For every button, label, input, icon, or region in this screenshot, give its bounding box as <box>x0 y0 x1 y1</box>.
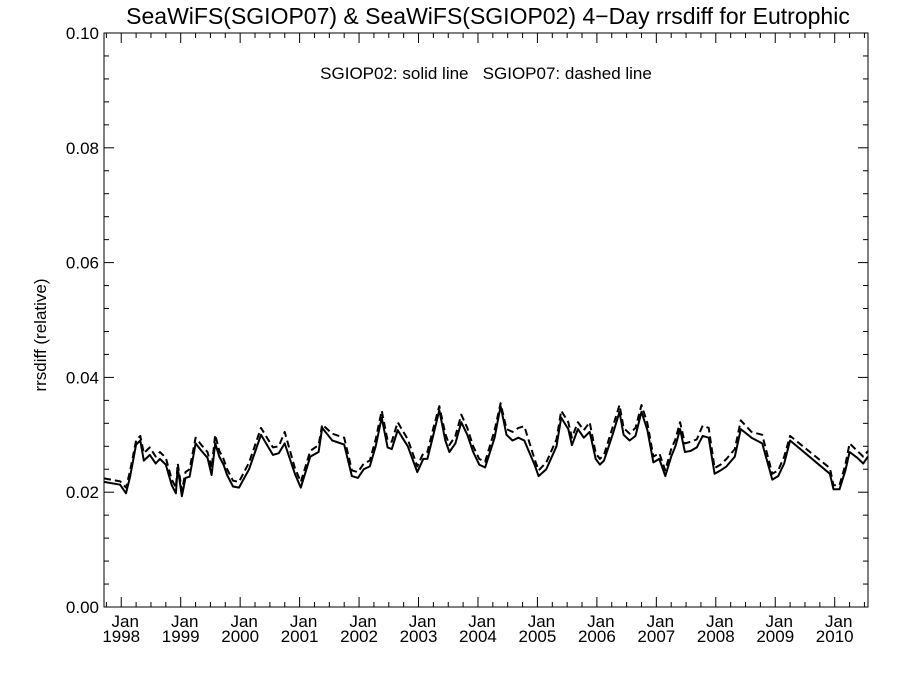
x-tick-year-label: 2006 <box>578 627 616 646</box>
y-tick-label: 0.00 <box>66 598 99 617</box>
sgiop02-solid-line <box>103 405 869 498</box>
x-tick-month-label: Jan <box>647 612 674 631</box>
x-tick-month-label: Jan <box>528 612 555 631</box>
x-axis: Jan1998Jan1999Jan2000Jan2001Jan2002Jan20… <box>102 33 865 646</box>
y-axis-label: rrsdiff (relative) <box>31 278 50 391</box>
y-tick-label: 0.02 <box>66 483 99 502</box>
x-tick-year-label: 2003 <box>400 627 438 646</box>
series-group <box>103 402 869 498</box>
x-tick-month-label: Jan <box>230 612 257 631</box>
x-tick-year-label: 2000 <box>221 627 259 646</box>
x-tick-month-label: Jan <box>587 612 614 631</box>
x-tick-year-label: 2007 <box>637 627 675 646</box>
y-tick-label: 0.10 <box>66 24 99 43</box>
x-tick-year-label: 2005 <box>519 627 557 646</box>
x-tick-year-label: 2002 <box>340 627 378 646</box>
y-tick-label: 0.04 <box>66 368 99 387</box>
y-tick-label: 0.08 <box>66 139 99 158</box>
line-style-annotation: SGIOP02: solid line SGIOP07: dashed line <box>320 64 652 83</box>
x-tick-year-label: 1999 <box>162 627 200 646</box>
x-tick-month-label: Jan <box>349 612 376 631</box>
y-tick-label: 0.06 <box>66 254 99 273</box>
x-tick-month-label: Jan <box>112 612 139 631</box>
sgiop07-dashed-line <box>103 402 869 492</box>
x-tick-year-label: 2001 <box>281 627 319 646</box>
x-tick-month-label: Jan <box>706 612 733 631</box>
x-tick-year-label: 2009 <box>756 627 794 646</box>
x-tick-year-label: 2008 <box>697 627 735 646</box>
x-tick-month-label: Jan <box>468 612 495 631</box>
x-tick-year-label: 2010 <box>816 627 854 646</box>
plot-frame <box>103 32 869 608</box>
x-tick-year-label: 1998 <box>102 627 140 646</box>
x-tick-year-label: 2004 <box>459 627 497 646</box>
x-tick-month-label: Jan <box>766 612 793 631</box>
chart-title: SeaWiFS(SGIOP07) & SeaWiFS(SGIOP02) 4−Da… <box>126 3 850 29</box>
y-axis: 0.00 0.02 0.04 0.06 0.08 0.10 <box>66 24 868 617</box>
x-tick-month-label: Jan <box>825 612 852 631</box>
x-tick-month-label: Jan <box>409 612 436 631</box>
x-tick-month-label: Jan <box>290 612 317 631</box>
x-tick-month-label: Jan <box>171 612 198 631</box>
